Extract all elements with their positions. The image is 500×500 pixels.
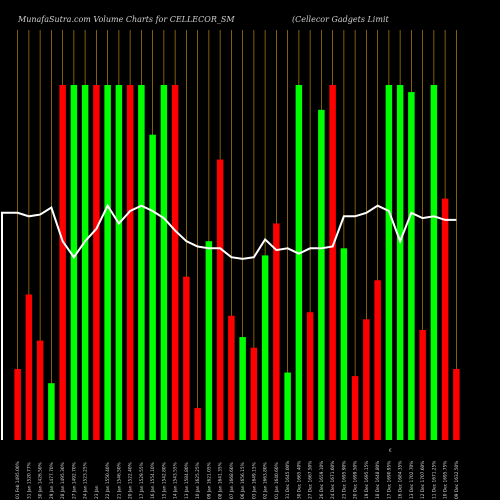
x-tick-label: 10 Jan 1625.25% <box>195 462 201 499</box>
x-tick-label: 24 Jan 1523.25% <box>83 462 89 499</box>
x-axis-tick-labels: 01 Feb 1495.00% 31 Jan 1520.77% 30 Jan 142… <box>15 461 460 499</box>
volume-bar <box>408 92 415 440</box>
volume-bar <box>160 85 168 440</box>
volume-bar <box>138 85 145 440</box>
x-tick-label: 28 Jan 1495.30% <box>60 462 66 499</box>
volume-bar <box>126 85 134 440</box>
x-tick-label: 09 Jan 1621.05% <box>206 462 212 499</box>
x-tick-label: 21 Jan 1546.50% <box>116 462 122 499</box>
volume-bar <box>59 85 66 440</box>
x-tick-label: 17 Dec 1690.95% <box>386 461 392 499</box>
x-tick-label: 23 Dec 1695.90% <box>341 461 347 499</box>
volume-bar <box>14 369 21 440</box>
volume-bar <box>430 85 438 440</box>
volume-bar <box>385 85 393 440</box>
x-tick-label: 15 Jan 1542.80% <box>161 462 167 499</box>
x-tick-label: 06 Jan 1656.15% <box>240 462 246 499</box>
volume-bar <box>250 347 258 440</box>
x-tick-label: 18 Dec 1648.80% <box>375 461 381 499</box>
x-tick-label: 01 Jan 1640.60% <box>274 462 280 499</box>
volume-bar <box>374 280 381 440</box>
volume-bar <box>340 248 348 440</box>
volume-bar <box>295 85 303 440</box>
x-tick-label: 31 Dec 1645.00% <box>285 461 291 499</box>
x-tick-label: 30 Jan 1426.50% <box>38 462 44 499</box>
x-tick-label: 10 Dec 1695.75% <box>443 461 449 499</box>
x-tick-label: 20 Jan 1522.40% <box>128 462 134 499</box>
x-tick-label: 20 Dec 1699.50% <box>353 461 359 499</box>
volume-bar <box>239 337 246 440</box>
x-tick-label: 16 Jan 1554.10% <box>150 462 156 499</box>
volume-bar <box>171 85 179 440</box>
chart-subtitle: (Cellecor Gadgets Limit <box>292 15 390 24</box>
x-tick-label: 07 Jan 1668.60% <box>229 462 235 499</box>
volume-bar <box>48 383 55 440</box>
volume-bars <box>14 85 460 441</box>
volume-bar <box>396 85 404 440</box>
volume-bar <box>273 223 280 440</box>
volume-bar <box>261 255 269 440</box>
volume-bar <box>25 294 33 440</box>
volume-bar <box>306 312 314 440</box>
volume-bar <box>205 241 213 440</box>
x-tick-label: 27 Dec 1667.50% <box>308 461 314 499</box>
volume-bar <box>81 85 89 440</box>
x-tick-label: 01 Feb 1495.00% <box>15 461 21 499</box>
x-tick-label: 31 Jan 1520.77% <box>26 462 32 499</box>
chart-title: MunafaSutra.com Volume Charts for CELLEC… <box>17 15 235 24</box>
x-tick-label: 13 Dec 1702.70% <box>409 461 415 499</box>
x-tick-label: 12 Dec 1707.60% <box>420 461 426 499</box>
volume-bar <box>115 85 123 440</box>
volume-bar <box>216 159 224 441</box>
volume-bar <box>363 319 370 440</box>
volume-bar <box>70 85 78 440</box>
x-tick-label: 29 Jan 1477.70% <box>49 462 55 499</box>
x-tick-label: 11 Dec 1671.25% <box>431 461 437 499</box>
volume-bar <box>104 85 111 440</box>
x-tick-label: 13 Jan 1584.80% <box>184 462 190 499</box>
x-tick-label: 22 Jan 1550.40% <box>105 462 111 499</box>
x-tick-label: 19 Dec 1695.15% <box>364 461 370 499</box>
volume-bar <box>228 315 235 440</box>
x-tick-label: 24 Dec 1671.60% <box>330 461 336 499</box>
x-tick-label: 30 Dec 1665.40% <box>296 461 302 499</box>
x-tick-label: 09 Dec 1632.50% <box>454 461 460 499</box>
volume-bar <box>318 109 325 440</box>
volume-bar <box>441 198 449 440</box>
volume-bar <box>284 372 291 440</box>
x-tick-label: 03 Jan 1649.15% <box>251 462 257 499</box>
x-tick-label: 02 Jan 1663.80% <box>263 462 269 499</box>
x-tick-label: 16 Dec 1684.35% <box>398 461 404 499</box>
x-tick-label: 26 Dec 1659.10% <box>319 461 325 499</box>
x-tick-label: 17 Jan 1529.55% <box>139 462 145 499</box>
volume-bar <box>183 276 190 440</box>
x-tick-label: 23 Jan <box>94 485 100 499</box>
marker-label: € <box>389 448 392 454</box>
x-tick-label: 14 Jan 1543.55% <box>173 462 179 499</box>
x-tick-label: 08 Jan 1641.35% <box>218 462 224 499</box>
volume-bar <box>194 408 201 440</box>
volume-bar <box>419 329 426 440</box>
moving-average-line <box>1 203 457 440</box>
volume-bar <box>453 369 460 440</box>
volume-bar <box>329 85 336 440</box>
volume-bar <box>36 340 44 440</box>
volume-bar <box>351 376 359 440</box>
volume-bar <box>93 85 100 440</box>
x-tick-label: 27 Jan 1492.70% <box>71 462 77 499</box>
volume-bar <box>149 134 156 440</box>
